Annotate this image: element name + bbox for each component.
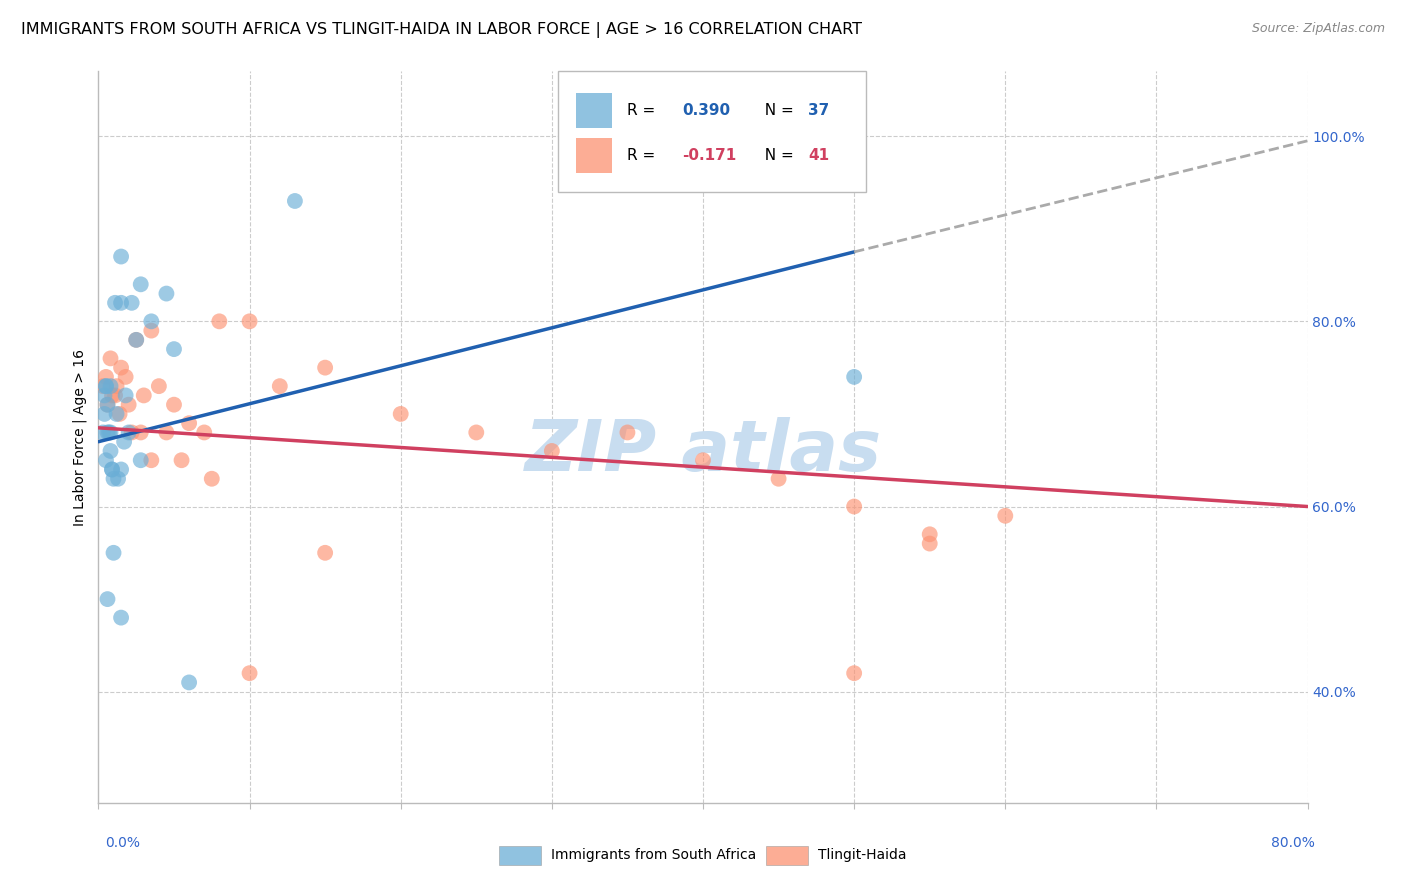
Point bbox=[94, 379, 117, 393]
Point bbox=[844, 666, 866, 681]
Point bbox=[170, 453, 193, 467]
Point bbox=[155, 286, 177, 301]
Point bbox=[121, 295, 143, 310]
Point bbox=[540, 444, 562, 458]
Point bbox=[100, 379, 122, 393]
Text: R =: R = bbox=[627, 148, 659, 163]
Point bbox=[108, 407, 131, 421]
Point bbox=[98, 425, 121, 440]
Point bbox=[96, 398, 118, 412]
Point bbox=[96, 425, 118, 440]
Point bbox=[465, 425, 488, 440]
Point bbox=[269, 379, 291, 393]
Point bbox=[201, 472, 224, 486]
Point bbox=[918, 527, 941, 541]
Point bbox=[110, 610, 132, 624]
Point bbox=[94, 370, 117, 384]
Point bbox=[129, 453, 152, 467]
Point bbox=[141, 314, 163, 328]
Point bbox=[844, 500, 866, 514]
Text: Source: ZipAtlas.com: Source: ZipAtlas.com bbox=[1251, 22, 1385, 36]
Text: 80.0%: 80.0% bbox=[1271, 836, 1315, 850]
Point bbox=[93, 407, 115, 421]
Point bbox=[112, 434, 135, 449]
Point bbox=[314, 546, 336, 560]
Point bbox=[94, 379, 117, 393]
Point bbox=[110, 360, 132, 375]
Text: N =: N = bbox=[755, 103, 799, 118]
Point bbox=[314, 360, 336, 375]
Point bbox=[96, 592, 118, 607]
Point bbox=[163, 342, 186, 356]
Text: R =: R = bbox=[627, 103, 659, 118]
Point bbox=[105, 407, 128, 421]
Y-axis label: In Labor Force | Age > 16: In Labor Force | Age > 16 bbox=[73, 349, 87, 525]
Point bbox=[692, 453, 714, 467]
Point bbox=[93, 388, 115, 402]
Point bbox=[193, 425, 215, 440]
Point bbox=[114, 388, 136, 402]
Point bbox=[91, 425, 114, 440]
Point bbox=[616, 425, 638, 440]
Point bbox=[101, 462, 124, 476]
Point bbox=[110, 295, 132, 310]
Point bbox=[994, 508, 1017, 523]
Text: 0.0%: 0.0% bbox=[105, 836, 141, 850]
Point bbox=[163, 398, 186, 412]
Point bbox=[107, 472, 129, 486]
Text: ZIP atlas: ZIP atlas bbox=[524, 417, 882, 486]
Point bbox=[100, 444, 122, 458]
Point bbox=[141, 453, 163, 467]
Point bbox=[208, 314, 231, 328]
FancyBboxPatch shape bbox=[558, 71, 866, 192]
Point bbox=[132, 388, 155, 402]
Point bbox=[239, 666, 262, 681]
Point bbox=[101, 462, 124, 476]
Point bbox=[125, 333, 148, 347]
Point bbox=[103, 472, 125, 486]
Point bbox=[129, 425, 152, 440]
Point bbox=[768, 472, 790, 486]
Point bbox=[104, 388, 127, 402]
Point bbox=[125, 333, 148, 347]
Text: N =: N = bbox=[755, 148, 799, 163]
Text: IMMIGRANTS FROM SOUTH AFRICA VS TLINGIT-HAIDA IN LABOR FORCE | AGE > 16 CORRELAT: IMMIGRANTS FROM SOUTH AFRICA VS TLINGIT-… bbox=[21, 22, 862, 38]
Point bbox=[96, 398, 118, 412]
Point bbox=[118, 398, 141, 412]
Text: -0.171: -0.171 bbox=[682, 148, 737, 163]
Point bbox=[148, 379, 170, 393]
Point bbox=[284, 194, 307, 208]
Point bbox=[101, 388, 124, 402]
Point bbox=[239, 314, 262, 328]
Point bbox=[141, 324, 163, 338]
Point bbox=[110, 250, 132, 264]
Point bbox=[91, 379, 114, 393]
Text: Immigrants from South Africa: Immigrants from South Africa bbox=[551, 848, 756, 863]
Point bbox=[110, 462, 132, 476]
Point bbox=[844, 370, 866, 384]
Point bbox=[118, 425, 141, 440]
Point bbox=[100, 425, 122, 440]
Point bbox=[105, 379, 128, 393]
Text: Tlingit-Haida: Tlingit-Haida bbox=[818, 848, 907, 863]
Point bbox=[129, 277, 152, 292]
Point bbox=[94, 453, 117, 467]
Text: 0.390: 0.390 bbox=[682, 103, 731, 118]
Point bbox=[104, 295, 127, 310]
Point bbox=[389, 407, 412, 421]
Point bbox=[100, 351, 122, 366]
Point bbox=[179, 675, 201, 690]
Text: 41: 41 bbox=[808, 148, 830, 163]
Point bbox=[918, 536, 941, 550]
Text: 37: 37 bbox=[808, 103, 830, 118]
Point bbox=[155, 425, 177, 440]
Point bbox=[114, 370, 136, 384]
Point bbox=[179, 416, 201, 430]
Bar bbox=[576, 93, 613, 128]
Bar bbox=[576, 138, 613, 173]
Point bbox=[121, 425, 143, 440]
Point bbox=[103, 546, 125, 560]
